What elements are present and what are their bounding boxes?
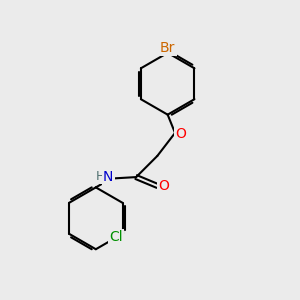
Text: Br: Br [160, 40, 176, 55]
Text: O: O [175, 127, 186, 141]
Text: N: N [103, 170, 113, 184]
Text: Cl: Cl [109, 230, 123, 244]
Text: O: O [158, 179, 169, 193]
Text: H: H [95, 170, 105, 183]
